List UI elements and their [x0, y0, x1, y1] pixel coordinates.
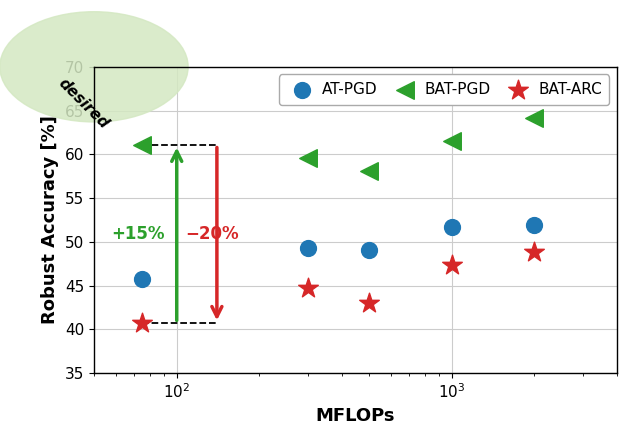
Y-axis label: Robust Accuracy [%]: Robust Accuracy [%] [41, 115, 59, 324]
AT-PGD [529, 222, 539, 229]
BAT-ARC [529, 249, 539, 256]
Text: −20%: −20% [185, 225, 239, 243]
BAT-PGD [364, 168, 374, 175]
Text: desired: desired [56, 76, 112, 132]
X-axis label: MFLOPs: MFLOPs [316, 407, 395, 425]
AT-PGD [303, 245, 313, 251]
BAT-ARC [364, 300, 374, 307]
Text: +15%: +15% [112, 225, 165, 243]
BAT-PGD [303, 154, 313, 161]
AT-PGD [447, 223, 457, 230]
BAT-ARC [137, 320, 147, 327]
BAT-ARC [447, 261, 457, 268]
Circle shape [0, 12, 188, 122]
AT-PGD [137, 275, 147, 282]
BAT-PGD [447, 138, 457, 145]
Legend: AT-PGD, BAT-PGD, BAT-ARC: AT-PGD, BAT-PGD, BAT-ARC [279, 74, 610, 105]
AT-PGD [364, 246, 374, 253]
BAT-PGD [137, 141, 147, 148]
BAT-PGD [529, 115, 539, 122]
BAT-ARC [303, 285, 313, 292]
